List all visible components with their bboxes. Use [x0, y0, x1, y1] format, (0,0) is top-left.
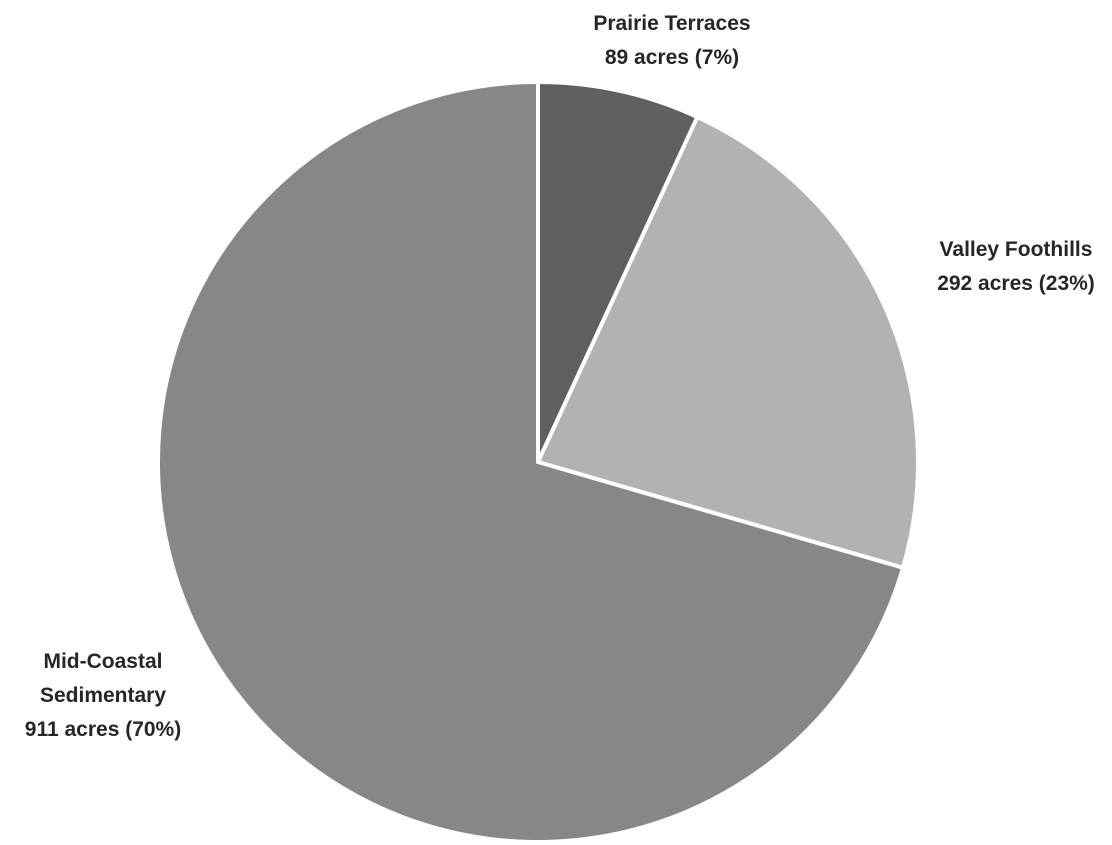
- slice-label-line: 89 acres (7%): [605, 46, 739, 69]
- slice-label-line: Mid-Coastal: [43, 650, 162, 673]
- slice-label-mid-coastal-sedimentary: Mid-Coastal Sedimentary 911 acres (70%): [25, 650, 181, 741]
- pie-slice-valley-foothills: [535, 114, 920, 571]
- slice-label-line: 911 acres (70%): [25, 718, 181, 741]
- slice-label-line: Sedimentary: [40, 684, 166, 707]
- pie-slices: [156, 79, 920, 844]
- slice-label-line: Prairie Terraces: [593, 12, 750, 35]
- pie-slice-prairie-terraces: [536, 79, 701, 463]
- pie-slice-mid-coastal-sedimentary: [156, 79, 906, 844]
- slice-label-prairie-terraces: Prairie Terraces 89 acres (7%): [593, 12, 750, 69]
- slice-label-valley-foothills: Valley Foothills 292 acres (23%): [937, 238, 1095, 295]
- slice-label-line: 292 acres (23%): [937, 272, 1095, 295]
- slice-label-line: Valley Foothills: [940, 238, 1093, 261]
- pie-labels: Prairie Terraces 89 acres (7%) Valley Foot…: [25, 12, 1095, 741]
